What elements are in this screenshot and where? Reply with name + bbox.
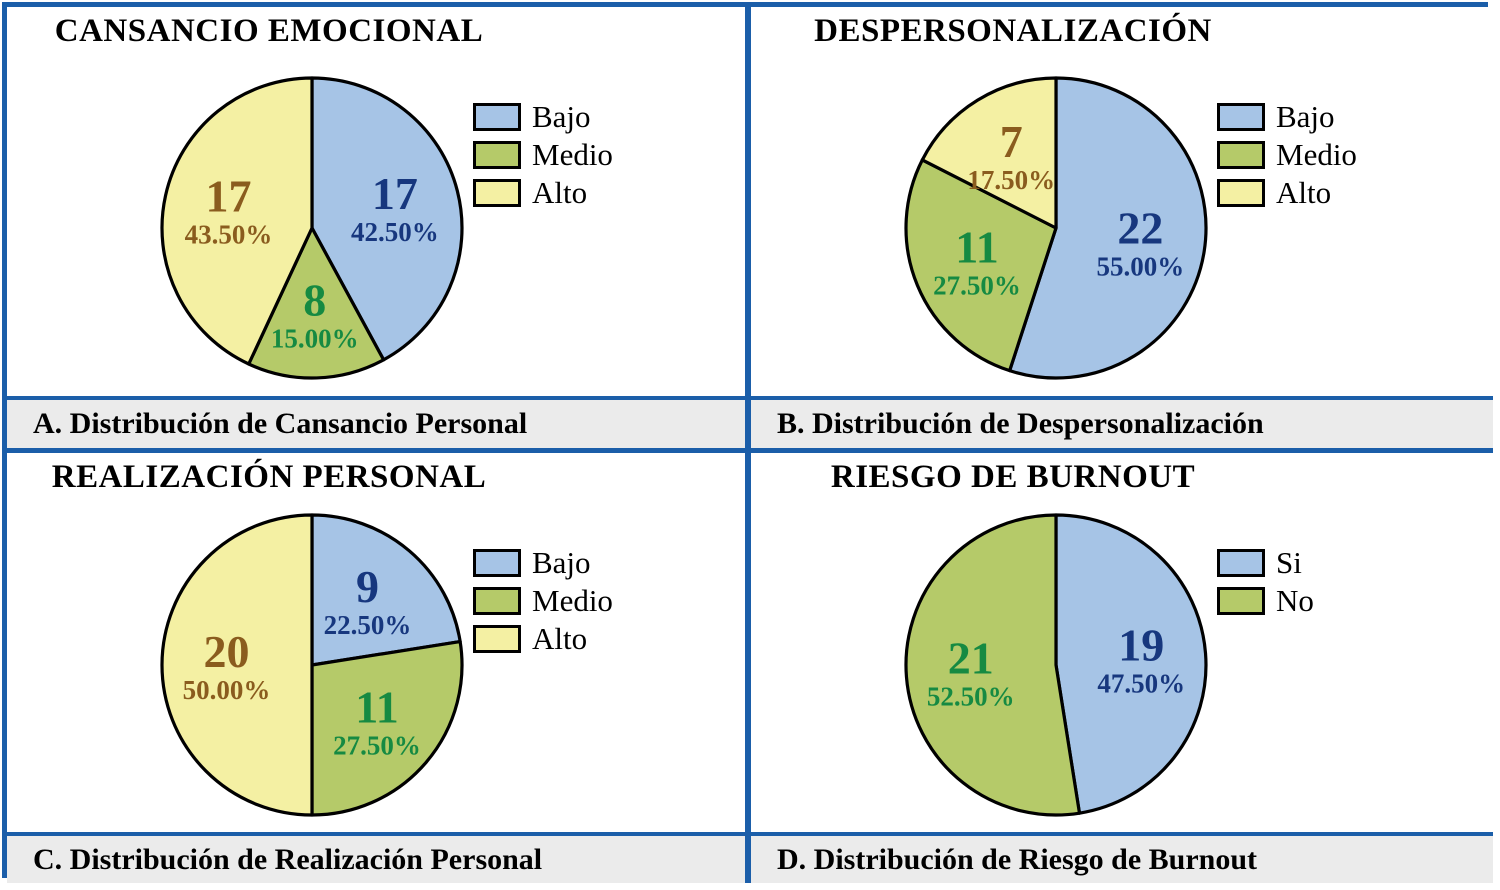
pie-slice-alto [160,76,314,366]
legend-swatch-no [1217,586,1265,615]
legend-label: Bajo [1276,99,1335,134]
legend-label: Medio [532,583,613,618]
legend-label: Bajo [532,545,591,580]
legend-swatch-medio [1217,140,1265,169]
caption-band-d: D. Distribución de Riesgo de Burnout [751,832,1493,883]
caption-band-c: C. Distribución de Realización Personal [7,832,745,883]
legend-item-bajo: Bajo [1217,101,1357,132]
slice-percent-label: 27.50% [333,731,421,761]
pie-slice-bajo [1008,76,1208,380]
slice-percent-label: 42.50% [351,217,439,247]
slice-count-label: 8 [303,275,326,326]
legend-item-no: No [1217,585,1314,616]
caption-band-a: A. Distribución de Cansancio Personal [7,396,745,453]
slice-count-label: 9 [356,561,379,612]
legend-swatch-bajo [473,102,521,131]
legend-item-alto: Alto [473,623,613,654]
slice-percent-label: 52.50% [927,682,1015,712]
caption-text-a: A. Distribución de Cansancio Personal [33,407,528,440]
slice-percent-label: 55.00% [1097,251,1185,281]
pie-slice-bajo [310,76,464,362]
legend-swatch-alto [1217,178,1265,207]
legend-swatch-bajo [1217,102,1265,131]
caption-text-c: C. Distribución de Realización Personal [33,842,543,876]
pie-slice-si [1054,513,1208,815]
slice-percent-label: 27.50% [933,271,1021,301]
slice-count-label: 7 [1000,116,1023,167]
legend-label: Medio [532,137,613,172]
slice-percent-label: 15.00% [271,324,359,354]
legend-label: Alto [532,175,588,210]
legend-label: No [1276,583,1314,618]
legend-realizacion: Bajo Medio Alto [473,547,613,661]
pie-slice-medio [247,226,386,380]
slice-count-label: 19 [1118,619,1164,670]
legend-label: Medio [1276,137,1357,172]
chart-title-realizacion: REALIZACIÓN PERSONAL [51,459,487,495]
legend-item-alto: Alto [473,177,613,208]
slice-count-label: 11 [355,682,398,733]
legend-swatch-bajo [473,548,521,577]
legend-item-si: Si [1217,547,1314,578]
pie-slice-medio [904,158,1058,373]
slice-percent-label: 17.50% [967,165,1055,195]
caption-text-d: D. Distribución de Riesgo de Burnout [777,842,1258,876]
legend-item-medio: Medio [473,139,613,170]
legend-cansancio: Bajo Medio Alto [473,101,613,215]
caption-band-b: B. Distribución de Despersonalización [751,396,1493,453]
slice-percent-label: 50.00% [183,675,271,705]
chart-title-riesgo: RIESGO DE BURNOUT [830,459,1196,495]
pie-slice-alto [160,513,314,817]
panel-cansancio-emocional: CANSANCIO EMOCIONAL 17 42.50% 8 15.00% 17 43.… [7,7,745,396]
slice-count-label: 17 [206,171,252,222]
slice-count-label: 11 [955,222,998,273]
legend-swatch-si [1217,548,1265,577]
chart-title-despersonalizacion: DESPERSONALIZACIÓN [814,13,1212,49]
legend-label: Alto [532,621,588,656]
legend-item-medio: Medio [473,585,613,616]
slice-percent-label: 43.50% [185,220,273,250]
pie-slice-bajo [310,513,462,667]
legend-label: Alto [1276,175,1332,210]
legend-item-alto: Alto [1217,177,1357,208]
chart-title-cansancio: CANSANCIO EMOCIONAL [54,13,484,49]
legend-swatch-medio [473,140,521,169]
slice-count-label: 20 [204,626,250,677]
legend-swatch-alto [473,624,521,653]
legend-swatch-medio [473,586,521,615]
panel-despersonalizacion: DESPERSONALIZACIÓN 22 55.00% 11 27.50% 7 17.5… [751,7,1493,396]
legend-item-bajo: Bajo [473,547,613,578]
legend-swatch-alto [473,178,521,207]
legend-label: Bajo [532,99,591,134]
slice-count-label: 21 [948,633,994,684]
panel-riesgo-burnout: RIESGO DE BURNOUT 19 47.50% 21 52.50% Si No [751,453,1493,832]
legend-label: Si [1276,545,1302,580]
slice-count-label: 22 [1117,202,1163,253]
legend-riesgo: Si No [1217,547,1314,623]
legend-item-medio: Medio [1217,139,1357,170]
panel-vertical-divider [745,7,751,883]
legend-item-bajo: Bajo [473,101,613,132]
pie-slice-medio [310,639,464,817]
slice-count-label: 17 [372,168,418,219]
pie-slice-no [904,513,1082,817]
caption-text-b: B. Distribución de Despersonalización [777,407,1264,440]
pie-slice-alto [920,76,1058,230]
panel-realizacion-personal: REALIZACIÓN PERSONAL 9 22.50% 11 27.50% 20 50… [7,453,745,832]
legend-despersonalizacion: Bajo Medio Alto [1217,101,1357,215]
slice-percent-label: 47.50% [1097,668,1185,698]
slice-percent-label: 22.50% [324,610,412,640]
